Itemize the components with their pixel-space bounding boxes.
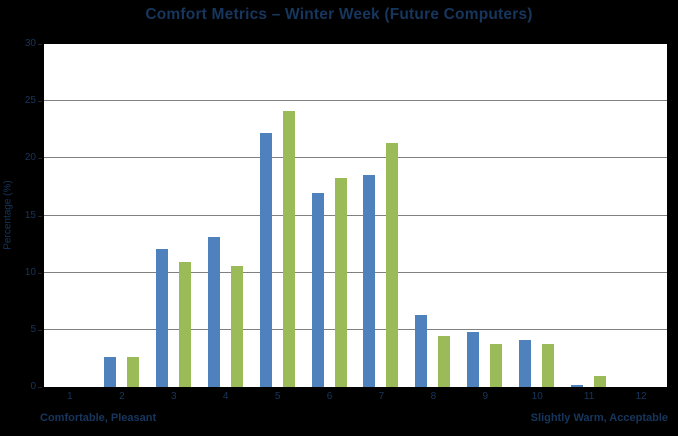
bar-green-10 [542, 343, 555, 387]
bar-blue-3 [155, 248, 168, 387]
gridline-20 [44, 157, 667, 159]
bar-blue-10 [519, 340, 532, 387]
bar-blue-2 [103, 357, 116, 387]
bar-green-5 [282, 111, 295, 387]
chart-title: Comfort Metrics – Winter Week (Future Co… [145, 6, 533, 23]
ytick-mark-25 [38, 101, 42, 103]
xtick-label-9: 9 [482, 391, 489, 402]
plot-area [42, 42, 669, 389]
gridline-5 [44, 328, 667, 330]
bar-blue-9 [467, 332, 480, 387]
xtick-label-3: 3 [171, 391, 177, 402]
bar-blue-8 [415, 314, 428, 387]
xtick-label-7: 7 [378, 391, 385, 402]
bar-green-6 [334, 177, 347, 387]
ytick-label-5: 5 [30, 323, 36, 335]
xtick-label-10: 10 [531, 391, 543, 402]
ytick-label-15: 15 [24, 209, 36, 221]
xtick-label-12: 12 [635, 391, 647, 402]
bar-green-4 [230, 265, 243, 387]
bar-green-7 [386, 143, 399, 387]
xtick-label-4: 4 [222, 391, 229, 402]
ytick-label-25: 25 [24, 95, 36, 107]
ytick-label-30: 30 [24, 38, 36, 49]
ytick-label-0: 0 [30, 381, 36, 392]
x-axis-annotation-left: Comfortable, Pleasant [40, 412, 157, 424]
xtick-label-1: 1 [67, 391, 73, 402]
gridline-10 [44, 271, 667, 273]
gridline-25 [44, 100, 667, 102]
xtick-label-5: 5 [274, 391, 281, 402]
ytick-mark-20 [38, 158, 42, 160]
bar-green-3 [178, 262, 191, 387]
bar-green-2 [126, 357, 139, 387]
xtick-label-6: 6 [326, 391, 333, 402]
ytick-mark-30 [38, 44, 42, 45]
bar-blue-11 [571, 384, 584, 387]
ytick-label-20: 20 [24, 152, 36, 164]
ytick-mark-10 [38, 272, 42, 274]
x-axis-annotation-right: Slightly Warm, Acceptable [530, 412, 668, 424]
bar-green-11 [594, 375, 607, 387]
bar-blue-7 [363, 175, 376, 387]
ytick-mark-5 [38, 329, 42, 331]
gridline-15 [44, 214, 667, 216]
bar-green-8 [438, 335, 451, 387]
bar-blue-6 [311, 192, 324, 387]
xtick-label-2: 2 [119, 391, 125, 402]
ytick-label-10: 10 [24, 266, 36, 278]
ytick-mark-15 [38, 215, 42, 217]
bar-blue-4 [207, 237, 220, 387]
bar-green-9 [490, 343, 503, 387]
xtick-label-8: 8 [430, 391, 437, 402]
xtick-label-11: 11 [583, 391, 595, 402]
bar-blue-5 [259, 133, 272, 387]
ytick-mark-0 [38, 387, 42, 388]
